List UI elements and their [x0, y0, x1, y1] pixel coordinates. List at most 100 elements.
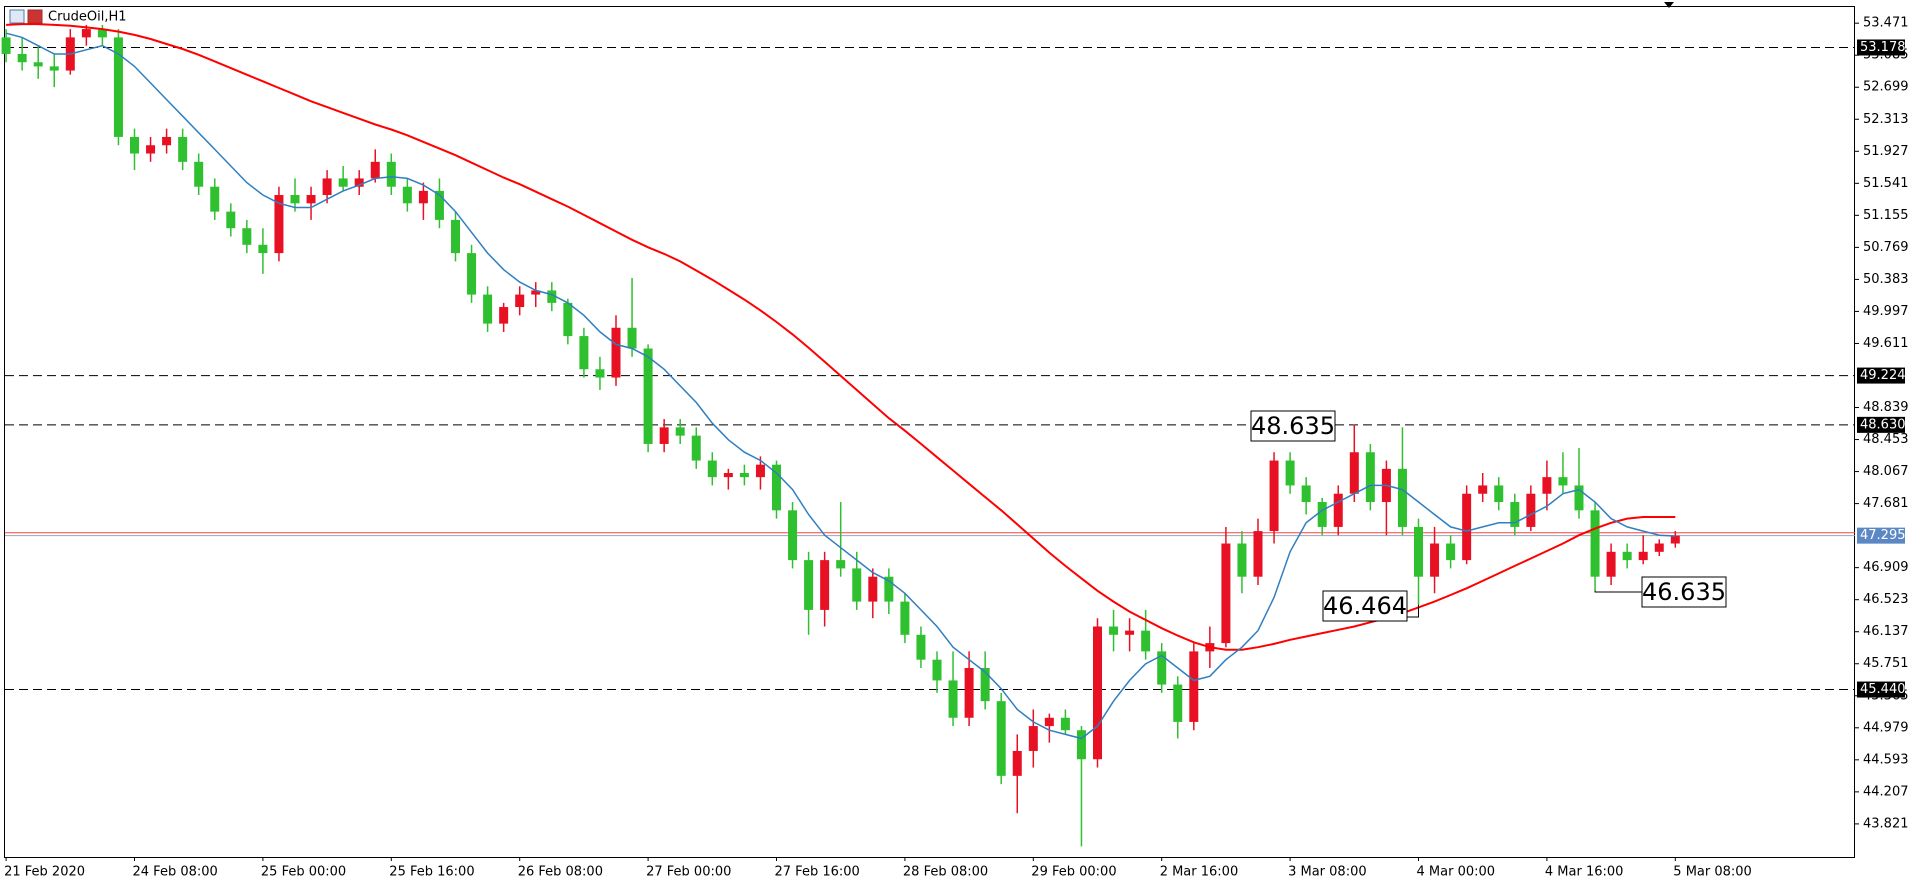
x-tick-label: 4 Mar 16:00	[1545, 865, 1624, 880]
candle-body	[515, 294, 525, 308]
candle-body	[1109, 626, 1119, 635]
candle-body	[627, 327, 637, 349]
level-label-box	[1857, 416, 1905, 433]
candle-body	[707, 460, 717, 478]
y-tick-label: 48.453	[1863, 432, 1909, 447]
candle-body	[948, 680, 958, 718]
candle-body	[1076, 730, 1086, 760]
candle-body	[467, 253, 477, 295]
candle-body	[836, 560, 846, 569]
candle-body	[1654, 543, 1664, 552]
candle-body	[1397, 468, 1407, 527]
bid-label: 47.295	[1860, 528, 1906, 543]
y-tick-label: 43.821	[1863, 816, 1909, 831]
candle-body	[1462, 493, 1472, 561]
candle-body	[1414, 526, 1423, 577]
annotation-label: 46.464	[1323, 592, 1407, 620]
plot-frame	[4, 6, 1855, 858]
y-tick-label: 50.769	[1863, 240, 1909, 255]
y-tick-label: 46.137	[1863, 624, 1909, 639]
candle-body	[226, 211, 236, 229]
candle-body	[33, 62, 43, 67]
candle-body	[146, 145, 156, 154]
y-tick-label: 44.979	[1863, 720, 1909, 735]
candle-body	[675, 427, 685, 436]
candle-body	[402, 186, 412, 204]
y-tick-label: 48.067	[1863, 464, 1909, 479]
candle-body	[1590, 510, 1600, 577]
candle-body	[900, 601, 910, 635]
candle-body	[1349, 452, 1359, 494]
x-tick-label: 5 Mar 08:00	[1673, 865, 1752, 880]
y-tick-label: 51.927	[1863, 144, 1909, 159]
y-tick-label: 49.997	[1863, 304, 1909, 319]
candle-body	[804, 560, 814, 610]
candle-body	[354, 178, 364, 187]
candle-body	[1606, 551, 1616, 577]
candle-body	[531, 290, 541, 295]
candle-body	[451, 219, 460, 254]
candle-body	[274, 195, 284, 254]
candle-body	[1173, 684, 1183, 722]
candle-body	[1622, 551, 1632, 561]
y-tick-label: 51.541	[1863, 176, 1909, 191]
candle-body	[611, 327, 621, 378]
candle-body	[17, 53, 27, 63]
candle-body	[1670, 535, 1680, 544]
candle-body	[258, 244, 268, 254]
x-tick-label: 25 Feb 00:00	[261, 865, 346, 880]
candle-body	[932, 659, 942, 681]
candle-body	[1012, 750, 1022, 776]
candle-body	[659, 427, 669, 444]
level-label-box	[1857, 367, 1905, 384]
candle-body	[1638, 551, 1648, 561]
y-tick-label: 50.383	[1863, 272, 1909, 287]
icon	[9, 9, 25, 24]
y-tick-label: 52.313	[1863, 112, 1909, 127]
candle-body	[1141, 630, 1151, 652]
y-tick-label: 44.207	[1863, 784, 1909, 799]
candle-body	[370, 161, 380, 179]
x-tick-label: 28 Feb 08:00	[903, 865, 988, 880]
candle-body	[1446, 543, 1456, 561]
candle-body	[178, 136, 188, 162]
x-tick-label: 24 Feb 08:00	[133, 865, 218, 880]
candle-body	[723, 472, 733, 478]
candle-body	[1317, 502, 1327, 527]
candle-body	[755, 464, 765, 478]
x-tick-label: 25 Feb 16:00	[389, 865, 474, 880]
candle-body	[820, 560, 830, 610]
level-label: 49.224	[1860, 368, 1906, 383]
candle-body	[1494, 485, 1504, 503]
candle-body	[643, 348, 653, 444]
candle-body	[1430, 543, 1440, 577]
level-label: 53.178	[1860, 40, 1906, 55]
candle-body	[579, 336, 589, 370]
candle-body	[788, 510, 798, 561]
x-tick-label: 27 Feb 00:00	[646, 865, 731, 880]
candle-body	[1542, 477, 1552, 494]
candle-body	[852, 568, 862, 602]
candle-body	[868, 576, 878, 602]
candle-body	[499, 307, 509, 324]
candle-body	[1478, 485, 1488, 494]
candle-body	[1221, 543, 1231, 644]
candle-body	[49, 66, 59, 71]
candle-body	[1028, 726, 1038, 751]
candle-body	[996, 701, 1006, 776]
candle-body	[210, 186, 220, 212]
x-tick-label: 26 Feb 08:00	[518, 865, 603, 880]
x-tick-label: 3 Mar 08:00	[1288, 865, 1367, 880]
x-tick-label: 29 Feb 00:00	[1031, 865, 1116, 880]
candle-body	[884, 576, 894, 602]
candle-body	[1574, 485, 1584, 511]
candle-body	[322, 178, 332, 196]
candle-body	[242, 228, 252, 245]
candle-body	[691, 435, 701, 461]
annotation-connector	[1407, 604, 1419, 618]
chart-title: CrudeOil,H1	[48, 10, 127, 25]
candle-body	[1, 37, 11, 54]
y-tick-label: 51.155	[1863, 208, 1909, 223]
candle-body	[113, 37, 123, 137]
candle-body	[964, 667, 974, 718]
